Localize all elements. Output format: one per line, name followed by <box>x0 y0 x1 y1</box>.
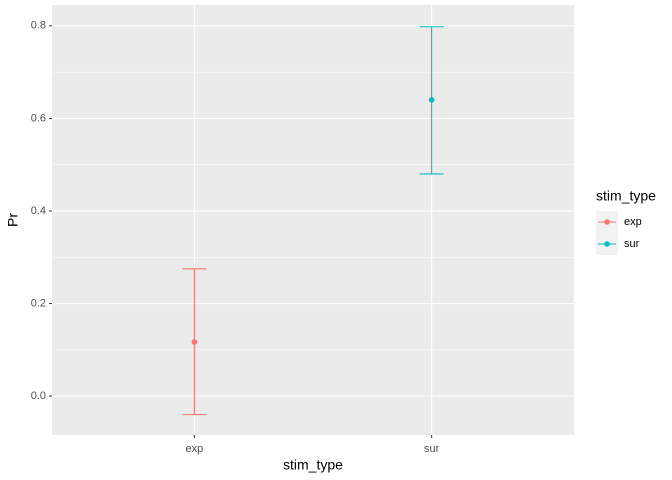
x-tick-label: sur <box>424 443 440 455</box>
y-axis-title: Pr <box>5 213 21 227</box>
legend-point <box>604 219 610 225</box>
point <box>191 339 198 345</box>
y-tick-label: 0.0 <box>31 390 46 402</box>
legend-label: sur <box>624 238 640 250</box>
point <box>428 97 435 103</box>
legend-label: exp <box>624 216 642 228</box>
x-axis-title: stim_type <box>283 457 343 473</box>
panel <box>52 5 574 435</box>
y-tick-label: 0.2 <box>31 297 46 309</box>
y-tick-label: 0.6 <box>31 112 46 124</box>
y-tick-label: 0.4 <box>31 205 46 217</box>
legend-title: stim_type <box>596 188 656 204</box>
legend-point <box>604 241 610 247</box>
y-tick-label: 0.8 <box>31 20 46 32</box>
x-tick-label: exp <box>185 443 203 455</box>
